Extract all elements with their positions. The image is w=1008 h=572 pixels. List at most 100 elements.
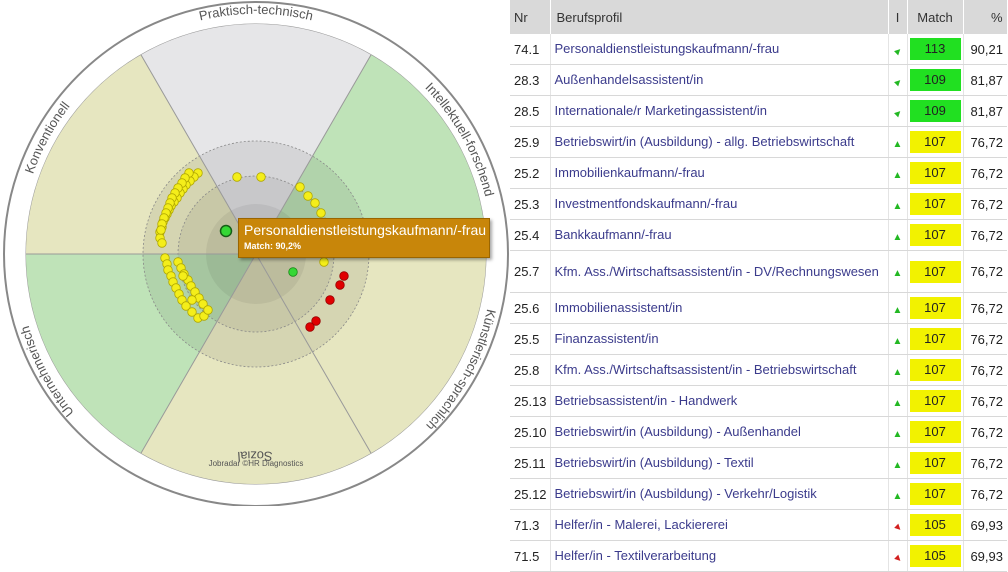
row-profile-link[interactable]: Betriebsassistent/in - Handwerk [550, 385, 889, 417]
table-row[interactable]: 71.3 Helfer/in - Malerei, Lackiererei ▲ 105… [510, 509, 1007, 541]
match-badge: 107 [909, 483, 961, 505]
trend-up-icon: ▲ [892, 304, 903, 316]
table-row[interactable]: 25.2 Immobilienkaufmann/-frau ▲ 107 76,72 [510, 157, 1007, 189]
row-trend: ▲ [888, 354, 908, 386]
row-percent: 81,87 [963, 95, 1007, 127]
row-trend: ▲ [888, 478, 908, 510]
profile-point[interactable] [316, 208, 326, 218]
table-row[interactable]: 25.12 Betriebswirt/in (Ausbildung) - Verk… [510, 478, 1007, 510]
row-percent: 69,93 [963, 509, 1007, 541]
trend-up-icon: ▲ [892, 490, 903, 502]
row-profile-link[interactable]: Helfer/in - Malerei, Lackiererei [550, 509, 889, 541]
match-badge: 107 [909, 390, 961, 412]
row-trend: ▲ [888, 157, 908, 189]
row-profile-link[interactable]: Betriebswirt/in (Ausbildung) - Verkehr/L… [550, 478, 889, 510]
table-row[interactable]: 25.8 Kfm. Ass./Wirtschaftsassistent/in - … [510, 354, 1007, 386]
row-percent: 76,72 [963, 416, 1007, 448]
profile-point-red[interactable] [325, 295, 335, 305]
row-profile-link[interactable]: Betriebswirt/in (Ausbildung) - Außenhand… [550, 416, 889, 448]
row-percent: 76,72 [963, 188, 1007, 220]
trend-down-right-icon: ▲ [890, 519, 905, 535]
profile-point[interactable] [256, 172, 266, 182]
row-profile-link[interactable]: Helfer/in - Textilverarbeitung [550, 540, 889, 572]
row-profile-link[interactable]: Betriebswirt/in (Ausbildung) - Textil [550, 447, 889, 479]
row-profile-link[interactable]: Personaldienstleistungskaufmann/-frau [550, 34, 889, 65]
profile-point-red[interactable] [335, 280, 345, 290]
table-row[interactable]: 25.10 Betriebswirt/in (Ausbildung) - Auße… [510, 416, 1007, 448]
table-row[interactable]: 25.13 Betriebsassistent/in - Handwerk ▲ 107… [510, 385, 1007, 417]
profile-point-green[interactable] [288, 267, 298, 277]
profile-point[interactable] [295, 182, 305, 192]
profile-point[interactable] [303, 191, 313, 201]
highlighted-point[interactable] [219, 224, 233, 238]
row-nr: 25.6 [510, 292, 551, 324]
sector-wedge-0 [141, 23, 371, 254]
profile-point[interactable] [156, 225, 166, 235]
sector-divider [140, 54, 257, 255]
row-match: 109 [907, 95, 964, 127]
table-row[interactable]: 71.5 Helfer/in - Textilverarbeitung ▲ 105 69… [510, 540, 1007, 572]
row-profile-link[interactable]: Kfm. Ass./Wirtschaftsassistent/in - Betr… [550, 354, 889, 386]
header-nr[interactable]: Nr [510, 0, 551, 34]
profile-point[interactable] [157, 238, 167, 248]
table-row[interactable]: 25.5 Finanzassistent/in ▲ 107 76,72 [510, 323, 1007, 355]
row-percent: 76,72 [963, 447, 1007, 479]
profile-point-red[interactable] [311, 316, 321, 326]
trend-up-icon: ▲ [892, 335, 903, 347]
row-match: 107 [907, 126, 964, 158]
row-profile-link[interactable]: Finanzassistent/in [550, 323, 889, 355]
profile-point[interactable] [310, 198, 320, 208]
match-badge: 107 [909, 359, 961, 381]
table-row[interactable]: 25.4 Bankkaufmann/-frau ▲ 107 76,72 [510, 219, 1007, 251]
profile-point[interactable] [203, 305, 213, 315]
trend-up-right-icon: ▲ [890, 74, 905, 90]
header-match[interactable]: Match [907, 0, 964, 34]
profile-point[interactable] [178, 271, 188, 281]
row-profile-link[interactable]: Außenhandelsassistent/in [550, 64, 889, 96]
row-trend: ▲ [888, 219, 908, 251]
row-profile-link[interactable]: Immobilienkaufmann/-frau [550, 157, 889, 189]
profile-point-red[interactable] [305, 322, 315, 332]
match-badge: 107 [909, 224, 961, 246]
tooltip-title: Personaldienstleistungskaufmann/-frau [244, 222, 487, 238]
match-badge: 109 [909, 100, 961, 122]
row-profile-link[interactable]: Kfm. Ass./Wirtschaftsassistent/in - DV/R… [550, 250, 889, 293]
row-profile-link[interactable]: Investmentfondskaufmann/-frau [550, 188, 889, 220]
table-row[interactable]: 25.11 Betriebswirt/in (Ausbildung) - Text… [510, 447, 1007, 479]
profile-point[interactable] [187, 307, 197, 317]
table-row[interactable]: 25.3 Investmentfondskaufmann/-frau ▲ 107 76,… [510, 188, 1007, 220]
header-profile[interactable]: Berufsprofil [550, 0, 889, 34]
table-row[interactable]: 25.6 Immobilienassistent/in ▲ 107 76,72 [510, 292, 1007, 324]
profile-table: Nr Berufsprofil I Match % 74.1 Personaldi… [510, 0, 1008, 572]
row-percent: 76,72 [963, 126, 1007, 158]
row-nr: 25.2 [510, 157, 551, 189]
match-badge: 107 [909, 131, 961, 153]
table-row[interactable]: 28.5 Internationale/r Marketingassistent/… [510, 95, 1007, 127]
match-badge: 109 [909, 69, 961, 91]
row-percent: 76,72 [963, 250, 1007, 293]
highlight-tooltip: Personaldienstleistungskaufmann/-frau Ma… [238, 218, 490, 258]
profile-point[interactable] [232, 172, 242, 182]
row-percent: 76,72 [963, 385, 1007, 417]
row-profile-link[interactable]: Bankkaufmann/-frau [550, 219, 889, 251]
row-trend: ▲ [888, 416, 908, 448]
table-row[interactable]: 25.9 Betriebswirt/in (Ausbildung) - allg.… [510, 126, 1007, 158]
sector-wedge-3 [141, 254, 371, 485]
header-trend[interactable]: I [888, 0, 908, 34]
profile-point[interactable] [181, 301, 191, 311]
table-row[interactable]: 28.3 Außenhandelsassistent/in ▲ 109 81,87 [510, 64, 1007, 96]
trend-up-icon: ▲ [892, 366, 903, 378]
profile-point[interactable] [319, 257, 329, 267]
profile-point[interactable] [198, 299, 208, 309]
row-trend: ▲ [888, 292, 908, 324]
profile-point[interactable] [187, 295, 197, 305]
header-percent[interactable]: % [963, 0, 1008, 34]
profile-point-red[interactable] [339, 271, 349, 281]
row-nr: 25.4 [510, 219, 551, 251]
table-row[interactable]: 74.1 Personaldienstleistungskaufmann/-fra… [510, 34, 1007, 65]
row-profile-link[interactable]: Internationale/r Marketingassistent/in [550, 95, 889, 127]
match-badge: 107 [909, 421, 961, 443]
row-profile-link[interactable]: Immobilienassistent/in [550, 292, 889, 324]
row-profile-link[interactable]: Betriebswirt/in (Ausbildung) - allg. Bet… [550, 126, 889, 158]
table-row[interactable]: 25.7 Kfm. Ass./Wirtschaftsassistent/in - … [510, 250, 1007, 293]
